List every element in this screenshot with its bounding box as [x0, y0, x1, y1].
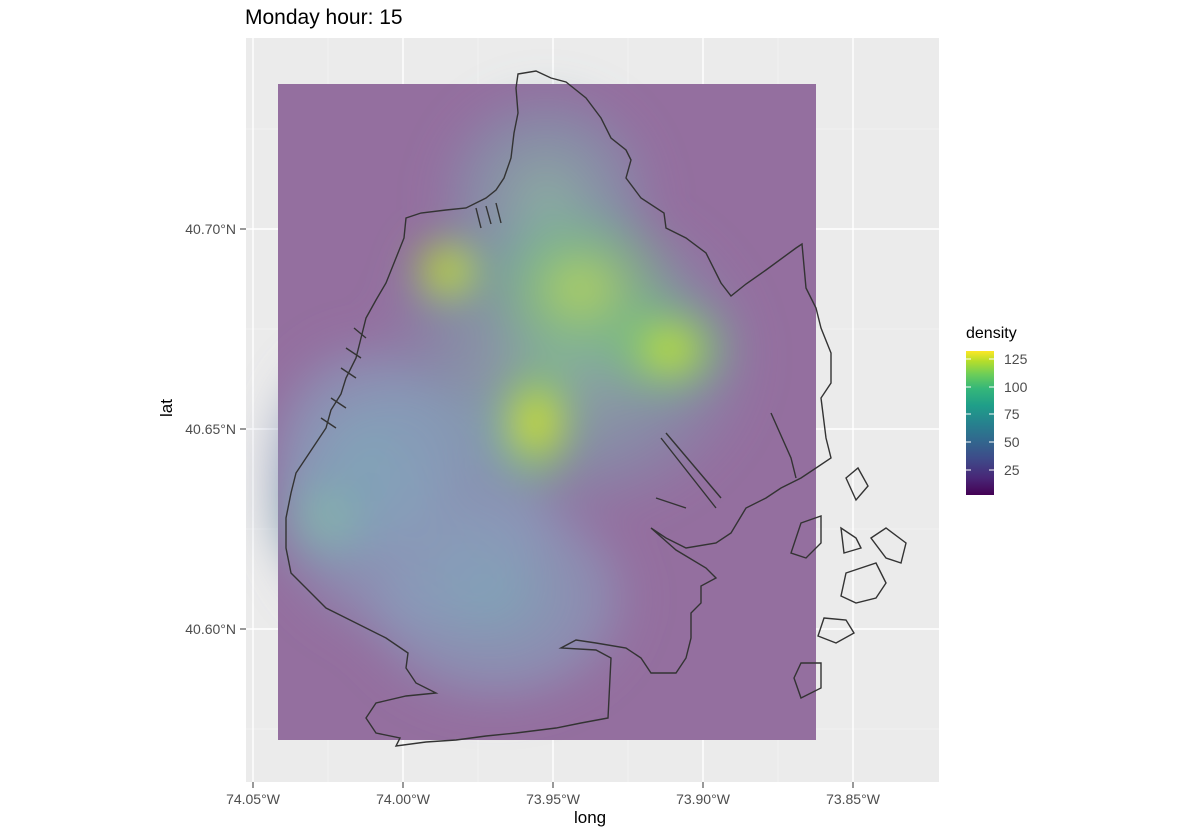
- legend-label: 50: [1004, 434, 1020, 450]
- legend-colorbar: [966, 351, 994, 495]
- y-ticks: 40.70°N 40.65°N 40.60°N: [185, 221, 246, 637]
- y-axis-label: lat: [156, 399, 176, 417]
- plot-title: Monday hour: 15: [245, 6, 403, 29]
- borough-outline: [285, 70, 907, 747]
- legend-label: 125: [1004, 351, 1028, 367]
- x-tick-label: 73.95°W: [526, 791, 581, 807]
- y-tick-label: 40.60°N: [185, 621, 236, 637]
- legend-label: 100: [1004, 379, 1028, 395]
- y-tick-label: 40.65°N: [185, 421, 236, 437]
- legend-label: 75: [1004, 406, 1020, 422]
- piers: [320, 202, 797, 509]
- x-tick-label: 74.05°W: [226, 791, 281, 807]
- x-tick-label: 73.90°W: [676, 791, 731, 807]
- map-svg: [246, 38, 939, 782]
- legend-title: density: [966, 325, 1017, 342]
- y-tick-label: 40.70°N: [185, 221, 236, 237]
- x-axis-label: long: [574, 808, 607, 827]
- legend-label: 25: [1004, 462, 1020, 478]
- map-panel: [246, 38, 939, 782]
- jamaica-bay-islands: [790, 466, 907, 699]
- x-ticks: 74.05°W 74.00°W 73.95°W 73.90°W 73.85°W: [226, 782, 881, 807]
- legend-tick-marks: [966, 358, 994, 471]
- density-raster: [256, 78, 816, 740]
- x-tick-label: 73.85°W: [826, 791, 881, 807]
- x-tick-label: 74.00°W: [376, 791, 431, 807]
- density-legend: density 125 100 75 50 25: [966, 325, 1027, 495]
